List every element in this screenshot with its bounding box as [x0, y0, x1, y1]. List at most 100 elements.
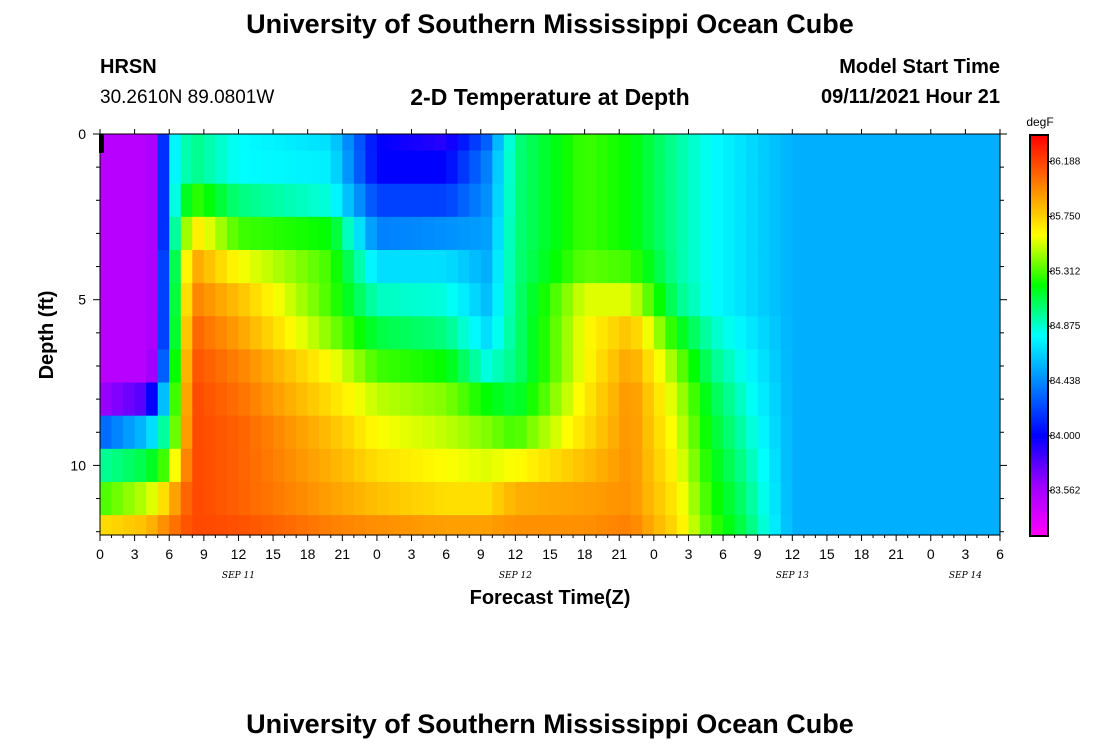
heatmap-cell — [907, 349, 920, 384]
heatmap-cell — [884, 349, 897, 384]
heatmap-cell — [526, 448, 540, 483]
heatmap-cell — [400, 134, 413, 152]
heatmap-cell — [411, 150, 424, 185]
heatmap-cell — [434, 349, 447, 384]
colorbar-segment — [1030, 493, 1048, 497]
heatmap-cell — [711, 249, 724, 284]
heatmap-cell — [180, 415, 193, 450]
heatmap-cell — [284, 249, 297, 284]
heatmap-cell — [296, 249, 309, 284]
heatmap-cell — [457, 283, 470, 317]
heatmap-cell — [573, 415, 586, 450]
heatmap-cell — [388, 283, 401, 317]
heatmap-cell — [584, 316, 597, 351]
heatmap-cell — [700, 183, 713, 218]
heatmap-cell — [896, 382, 909, 417]
heatmap-cell — [353, 448, 366, 483]
heatmap-cell — [861, 382, 874, 417]
heatmap-cell — [180, 150, 193, 185]
heatmap-cell — [226, 183, 240, 218]
heatmap-cell — [815, 515, 828, 536]
heatmap-cell — [365, 448, 378, 483]
heatmap-cell — [723, 216, 736, 251]
heatmap-cell — [630, 283, 643, 317]
heatmap-cell — [561, 183, 574, 218]
heatmap-cell — [676, 415, 690, 450]
colorbar-segment — [1030, 207, 1048, 211]
heatmap-cell — [653, 134, 666, 152]
x-tick-label: 15 — [819, 546, 835, 562]
heatmap-cell — [607, 415, 620, 450]
heatmap-cell — [930, 448, 943, 483]
heatmap-cell — [988, 150, 1001, 185]
heatmap-cell — [192, 150, 205, 185]
heatmap-cell — [469, 183, 482, 218]
heatmap-cell — [342, 316, 355, 351]
heatmap-cell — [480, 481, 493, 516]
heatmap-cell — [319, 415, 332, 450]
heatmap-cell — [942, 283, 955, 317]
heatmap-cell — [192, 415, 205, 450]
heatmap-cell — [353, 415, 366, 450]
heatmap-cell — [365, 515, 378, 536]
heatmap-cell — [526, 515, 540, 536]
heatmap-cell — [607, 283, 620, 317]
heatmap-cell — [769, 448, 782, 483]
x-tick-label: 3 — [961, 546, 969, 562]
colorbar-segment — [1030, 453, 1048, 457]
heatmap-cell — [919, 382, 932, 417]
heatmap-cell — [676, 283, 690, 317]
heatmap-cell — [492, 283, 505, 317]
heatmap-cell — [746, 216, 759, 251]
heatmap-cell — [630, 316, 643, 351]
heatmap-cell — [434, 448, 447, 483]
heatmap-cell — [688, 134, 701, 152]
heatmap-cell — [273, 448, 286, 483]
colorbar-segment — [1030, 180, 1048, 184]
heatmap-cell — [642, 515, 655, 536]
heatmap-cell — [215, 448, 228, 483]
heatmap-cell — [192, 515, 205, 536]
heatmap-cell — [676, 150, 690, 185]
heatmap-cell — [492, 183, 505, 218]
colorbar-segment — [1030, 368, 1048, 372]
heatmap-cell — [319, 150, 332, 185]
heatmap-cell — [526, 349, 540, 384]
colorbar-segment — [1030, 345, 1048, 349]
heatmap-cell — [538, 134, 551, 152]
heatmap-cell — [700, 316, 713, 351]
heatmap-cell — [123, 134, 136, 152]
heatmap-cell — [907, 283, 920, 317]
heatmap-cell — [123, 415, 136, 450]
heatmap-cell — [400, 216, 413, 251]
heatmap-cell — [100, 415, 113, 450]
heatmap-cell — [261, 283, 274, 317]
heatmap-cell — [134, 481, 147, 516]
heatmap-cell — [330, 183, 343, 218]
heatmap-cell — [734, 316, 747, 351]
heatmap-cell — [861, 249, 874, 284]
heatmap-cell — [607, 249, 620, 284]
heatmap-cell — [550, 515, 563, 536]
colorbar-segment — [1030, 317, 1048, 322]
heatmap-cell — [238, 216, 251, 251]
heatmap-cell — [515, 382, 528, 417]
heatmap-cell — [365, 481, 378, 516]
heatmap-cell — [180, 349, 193, 384]
heatmap-cell — [492, 249, 505, 284]
heatmap-cell — [157, 150, 170, 185]
heatmap-cell — [757, 249, 770, 284]
heatmap-cell — [988, 448, 1001, 483]
heatmap-cell — [365, 349, 378, 384]
heatmap-cell — [515, 415, 528, 450]
heatmap-cell — [157, 134, 170, 152]
heatmap-cell — [400, 283, 413, 317]
heatmap-cell — [619, 515, 632, 536]
heatmap-cell — [480, 316, 493, 351]
heatmap-cell — [769, 415, 782, 450]
heatmap-cell — [723, 183, 736, 218]
heatmap-cell — [492, 216, 505, 251]
heatmap-cell — [250, 349, 263, 384]
heatmap-cell — [307, 134, 320, 152]
heatmap-cell — [238, 382, 251, 417]
